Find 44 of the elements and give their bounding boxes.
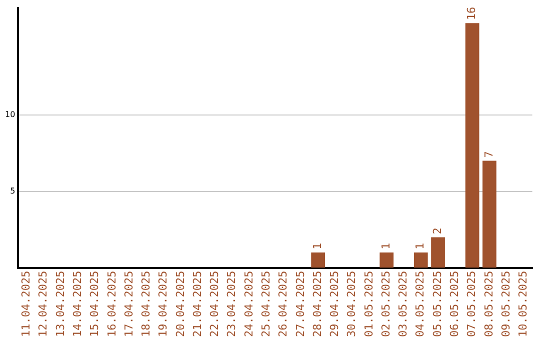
- bar: [482, 160, 496, 268]
- x-tick-label: 28.04.2025: [310, 270, 324, 338]
- bar: [431, 237, 445, 268]
- x-tick-label: 21.04.2025: [190, 270, 204, 338]
- data-label: 1: [379, 242, 392, 250]
- x-tick-label: 03.05.2025: [396, 270, 410, 338]
- x-tick-label: 20.04.2025: [174, 270, 187, 338]
- x-tick-label: 15.04.2025: [88, 270, 102, 338]
- x-tick-label: 17.04.2025: [122, 270, 136, 338]
- x-tick-label: 14.04.2025: [71, 270, 84, 338]
- x-tick-label: 04.05.2025: [414, 270, 427, 338]
- data-label: 16: [465, 6, 478, 20]
- x-tick-label: 26.04.2025: [276, 270, 290, 338]
- x-tick-label: 12.04.2025: [36, 270, 50, 338]
- bar: [465, 23, 480, 268]
- x-tick-label: 27.04.2025: [294, 270, 307, 338]
- x-tick-label: 19.04.2025: [156, 270, 170, 338]
- x-tick-label: 22.04.2025: [208, 270, 222, 338]
- x-tick-label: 29.04.2025: [328, 270, 342, 338]
- x-tick-label: 10.05.2025: [516, 270, 530, 338]
- data-label: 7: [482, 151, 496, 158]
- x-tick-label: 02.05.2025: [379, 270, 392, 338]
- bar: [380, 252, 394, 268]
- x-tick-label: 25.04.2025: [260, 270, 273, 338]
- x-tick-label: 07.05.2025: [465, 270, 478, 338]
- data-label: 1: [414, 242, 427, 250]
- x-tick-label: 13.04.2025: [54, 270, 67, 338]
- x-tick-label: 16.04.2025: [105, 270, 118, 338]
- x-tick-label: 01.05.2025: [362, 270, 376, 338]
- x-tick-label: 30.04.2025: [345, 270, 358, 338]
- x-tick-label: 23.04.2025: [225, 270, 238, 338]
- y-tick-label: 10: [4, 110, 16, 119]
- x-tick-label: 09.05.2025: [499, 270, 512, 338]
- x-tick-label: 05.05.2025: [430, 270, 444, 338]
- x-tick-label: 24.04.2025: [242, 270, 256, 338]
- x-tick-label: 11.04.2025: [20, 270, 33, 338]
- y-tick-label: 5: [10, 186, 16, 196]
- x-tick-label: 06.05.2025: [448, 270, 462, 338]
- bar: [311, 252, 326, 268]
- data-label: 1: [310, 242, 324, 250]
- data-label: 2: [430, 228, 444, 234]
- x-tick-label: 18.04.2025: [140, 270, 153, 338]
- bar: [414, 252, 428, 268]
- x-tick-label: 08.05.2025: [482, 270, 496, 338]
